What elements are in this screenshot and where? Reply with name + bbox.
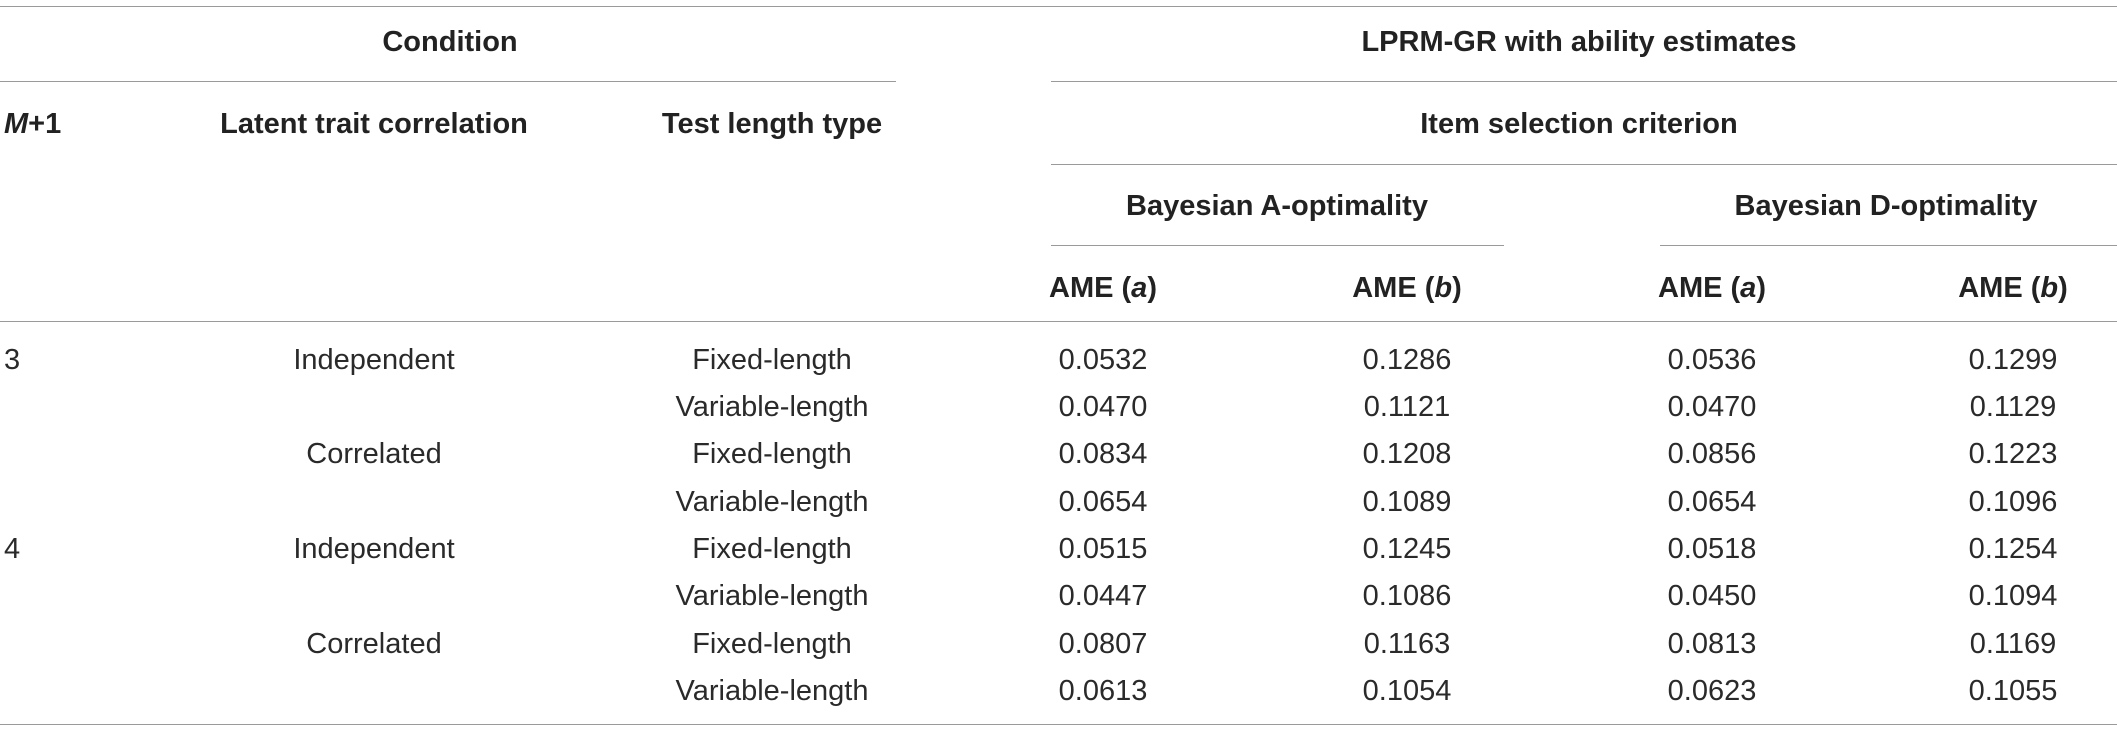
- ame-b-d-opt-cell: 0.1129: [1969, 391, 2057, 423]
- ame-b-a-opt-cell: 0.1163: [1363, 628, 1451, 660]
- correlation-cell: Independent: [293, 533, 455, 565]
- test-length-cell: Fixed-length: [692, 628, 852, 660]
- test-length-cell: Fixed-length: [692, 344, 852, 376]
- header-bottom-rule: [0, 321, 2117, 322]
- ame-b-d-opt-cell: 0.1254: [1968, 533, 2058, 565]
- correlation-cell: Correlated: [306, 438, 442, 470]
- latent-trait-header: Latent trait correlation: [220, 108, 528, 140]
- m-plus-one-cell: 4: [4, 533, 21, 565]
- test-length-cell: Variable-length: [675, 486, 869, 518]
- ame-a-a-opt-cell: 0.0613: [1058, 675, 1148, 707]
- test-length-cell: Variable-length: [675, 675, 869, 707]
- test-length-cell: Fixed-length: [692, 438, 852, 470]
- bayes-a-underline: [1051, 245, 1504, 246]
- ame-a-a-opt-cell: 0.0654: [1058, 486, 1148, 518]
- test-length-cell: Fixed-length: [692, 533, 852, 565]
- m-plus-one-cell: 3: [4, 344, 21, 376]
- ame-b-a-opt-cell: 0.1089: [1362, 486, 1452, 518]
- ame-a-d-opt-cell: 0.0813: [1667, 628, 1757, 660]
- ame-b-d-opt-cell: 0.1223: [1968, 438, 2058, 470]
- ame-a-d-opt-cell: 0.0623: [1667, 675, 1757, 707]
- ame-a-d-opt-cell: 0.0518: [1667, 533, 1757, 565]
- plus-one: +1: [28, 108, 62, 140]
- lprm-header: LPRM-GR with ability estimates: [1361, 26, 1797, 58]
- ame-b-d-opt-cell: 0.1299: [1968, 344, 2058, 376]
- ame-b-a-opt-cell: 0.1245: [1362, 533, 1452, 565]
- ame-b-a-opt-cell: 0.1286: [1362, 344, 1452, 376]
- ame-a-a-opt-cell: 0.0532: [1058, 344, 1148, 376]
- ame-b-header-d-opt: AME (b): [1958, 272, 2068, 304]
- test-length-cell: Variable-length: [675, 391, 869, 423]
- ame-a-a-opt-cell: 0.0470: [1058, 391, 1148, 423]
- ame-a-a-opt-cell: 0.0515: [1058, 533, 1148, 565]
- ame-a-d-opt-cell: 0.0450: [1667, 580, 1757, 612]
- top-rule: [0, 6, 2117, 7]
- ame-a-a-opt-cell: 0.0447: [1058, 580, 1148, 612]
- item-selection-header: Item selection criterion: [1420, 108, 1738, 140]
- condition-header: Condition: [382, 26, 518, 58]
- ame-b-a-opt-cell: 0.1086: [1362, 580, 1452, 612]
- ame-b-a-opt-cell: 0.1054: [1362, 675, 1452, 707]
- bayes-d-header: Bayesian D-optimality: [1734, 190, 2038, 222]
- ame-a-a-opt-cell: 0.0807: [1058, 628, 1148, 660]
- ame-a-d-opt-cell: 0.0536: [1667, 344, 1757, 376]
- test-length-header: Test length type: [661, 108, 883, 140]
- m-symbol: M: [4, 108, 29, 140]
- ame-a-header-d-opt: AME (a): [1658, 272, 1766, 304]
- ame-a-d-opt-cell: 0.0856: [1667, 438, 1757, 470]
- item-selection-underline: [1051, 164, 2117, 165]
- ame-a-d-opt-cell: 0.0654: [1667, 486, 1757, 518]
- correlation-cell: Independent: [293, 344, 455, 376]
- bayes-a-header: Bayesian A-optimality: [1126, 190, 1428, 222]
- condition-underline: [0, 81, 896, 82]
- ame-b-d-opt-cell: 0.1096: [1968, 486, 2058, 518]
- ame-b-a-opt-cell: 0.1208: [1362, 438, 1452, 470]
- bottom-rule: [0, 724, 2117, 725]
- bayes-d-underline: [1660, 245, 2117, 246]
- ame-b-a-opt-cell: 0.1121: [1363, 391, 1451, 423]
- ame-a-d-opt-cell: 0.0470: [1667, 391, 1757, 423]
- correlation-cell: Correlated: [306, 628, 442, 660]
- ame-b-d-opt-cell: 0.1055: [1968, 675, 2058, 707]
- ame-b-d-opt-cell: 0.1169: [1969, 628, 2057, 660]
- ame-a-a-opt-cell: 0.0834: [1058, 438, 1148, 470]
- ame-b-header-a-opt: AME (b): [1352, 272, 1462, 304]
- ame-a-header-a-opt: AME (a): [1049, 272, 1157, 304]
- lprm-underline: [1051, 81, 2117, 82]
- ame-b-d-opt-cell: 0.1094: [1968, 580, 2058, 612]
- test-length-cell: Variable-length: [675, 580, 869, 612]
- m-plus-one-header: M+1: [4, 110, 61, 139]
